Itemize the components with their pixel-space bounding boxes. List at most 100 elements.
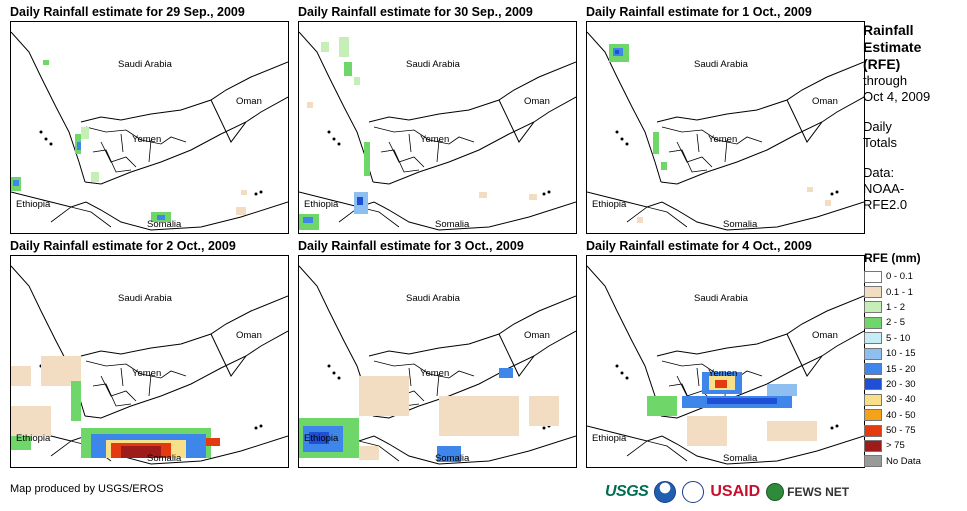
rain-patch — [339, 37, 349, 57]
rain-patch — [439, 396, 519, 436]
island — [254, 426, 258, 430]
label-yemen: Yemen — [132, 368, 162, 379]
usgs-logo: USGS — [605, 483, 649, 500]
legend-through: through — [863, 73, 908, 88]
legend-swatch — [864, 393, 882, 406]
rain-patch — [157, 215, 165, 220]
rain-patch — [309, 432, 329, 444]
rain-patch — [661, 162, 667, 170]
island — [332, 371, 336, 375]
rain-patch — [707, 398, 777, 404]
label-saudi-arabia: Saudi Arabia — [118, 293, 172, 304]
legend-item: No Data — [864, 454, 921, 469]
legend-swatch — [864, 378, 882, 391]
legend-scale-title: RFE (mm) — [864, 251, 921, 265]
label-ethiopia: Ethiopia — [304, 433, 339, 444]
rain-patch — [121, 446, 161, 458]
legend-swatch — [864, 424, 882, 437]
usaid-seal-icon — [682, 481, 705, 503]
label-oman: Oman — [524, 330, 550, 341]
rain-patch — [767, 421, 817, 441]
island — [337, 142, 341, 146]
label-ethiopia: Ethiopia — [592, 433, 627, 444]
legend-item: 2 - 5 — [864, 315, 921, 330]
oman-border — [210, 99, 247, 143]
rain-patch — [11, 406, 51, 436]
legend-source-1: NOAA- — [863, 181, 905, 196]
legend-label: 2 - 5 — [886, 317, 906, 329]
label-saudi-arabia: Saudi Arabia — [406, 59, 460, 70]
legend-swatch — [864, 286, 882, 299]
legend-label: > 75 — [886, 440, 905, 452]
africa-coast — [11, 191, 288, 231]
legend-label: 10 - 15 — [886, 348, 916, 360]
rain-patch — [43, 60, 49, 65]
oman-border — [786, 99, 823, 143]
rain-patch — [687, 416, 727, 446]
label-ethiopia: Ethiopia — [304, 199, 339, 210]
label-somalia: Somalia — [435, 219, 470, 230]
label-oman: Oman — [812, 96, 838, 107]
agency-logos: USGS USAID FEWS NET — [605, 480, 849, 504]
rain-patch — [77, 142, 81, 150]
rain-patch — [767, 384, 797, 396]
oman-border — [210, 333, 247, 377]
label-oman: Oman — [812, 330, 838, 341]
legend-data-label: Data: — [863, 165, 895, 180]
rain-patch — [357, 197, 363, 205]
map-panel-3oct: Daily Rainfall estimate for 3 Oct., 2009… — [296, 239, 581, 471]
island — [835, 190, 839, 194]
ethiopia-border — [626, 440, 688, 462]
rain-patch — [647, 396, 677, 416]
red-sea-coast — [11, 31, 86, 183]
label-saudi-arabia: Saudi Arabia — [118, 59, 172, 70]
panel-title: Daily Rainfall estimate for 2 Oct., 2009 — [10, 239, 236, 253]
rainfall-map: Saudi Arabia Oman Yemen Ethiopia Somalia — [586, 21, 865, 234]
label-yemen: Yemen — [132, 134, 162, 145]
legend-title-2: Estimate — [863, 39, 922, 55]
rain-patch — [637, 217, 643, 223]
red-sea-coast — [587, 31, 662, 183]
rain-patch — [615, 50, 619, 54]
legend-swatch — [864, 363, 882, 376]
legend-daily: Daily — [863, 119, 892, 134]
legend-swatch — [864, 316, 882, 329]
island — [39, 130, 43, 134]
label-somalia: Somalia — [147, 219, 182, 230]
yemen-admin — [85, 360, 187, 407]
legend-header: Rainfall Estimate (RFE) through Oct 4, 2… — [863, 22, 963, 213]
rain-patch — [206, 438, 220, 446]
legend-item: 20 - 30 — [864, 377, 921, 392]
rain-patch — [359, 446, 379, 460]
label-somalia: Somalia — [435, 453, 470, 464]
map-panel-1oct: Daily Rainfall estimate for 1 Oct., 2009… — [584, 5, 869, 237]
rain-patch — [529, 396, 559, 426]
rainfall-overlay — [609, 44, 831, 223]
island — [620, 137, 624, 141]
rainfall-map: Saudi Arabia Oman Yemen Ethiopia Somalia — [10, 255, 289, 468]
legend-title-3: (RFE) — [863, 56, 901, 72]
legend-label: 15 - 20 — [886, 363, 916, 375]
island — [625, 142, 629, 146]
label-yemen: Yemen — [420, 368, 450, 379]
rainfall-overlay — [647, 372, 817, 446]
legend-swatch — [864, 332, 882, 345]
ethiopia-border — [50, 206, 112, 228]
yemen-coast — [84, 96, 288, 185]
label-somalia: Somalia — [147, 453, 182, 464]
legend-date: Oct 4, 2009 — [863, 89, 931, 104]
rainfall-overlay — [299, 368, 559, 462]
basemap — [11, 31, 288, 231]
legend-label: 1 - 2 — [886, 301, 906, 313]
legend-item: 10 - 15 — [864, 346, 921, 361]
legend-swatch — [864, 347, 882, 360]
rain-patch — [71, 381, 81, 421]
panel-title: Daily Rainfall estimate for 3 Oct., 2009 — [298, 239, 524, 253]
island — [542, 192, 546, 196]
rain-patch — [437, 446, 461, 462]
yemen-admin — [373, 126, 475, 173]
island — [332, 137, 336, 141]
rain-patch — [81, 127, 89, 139]
island — [327, 364, 331, 368]
legend-item: 15 - 20 — [864, 361, 921, 376]
